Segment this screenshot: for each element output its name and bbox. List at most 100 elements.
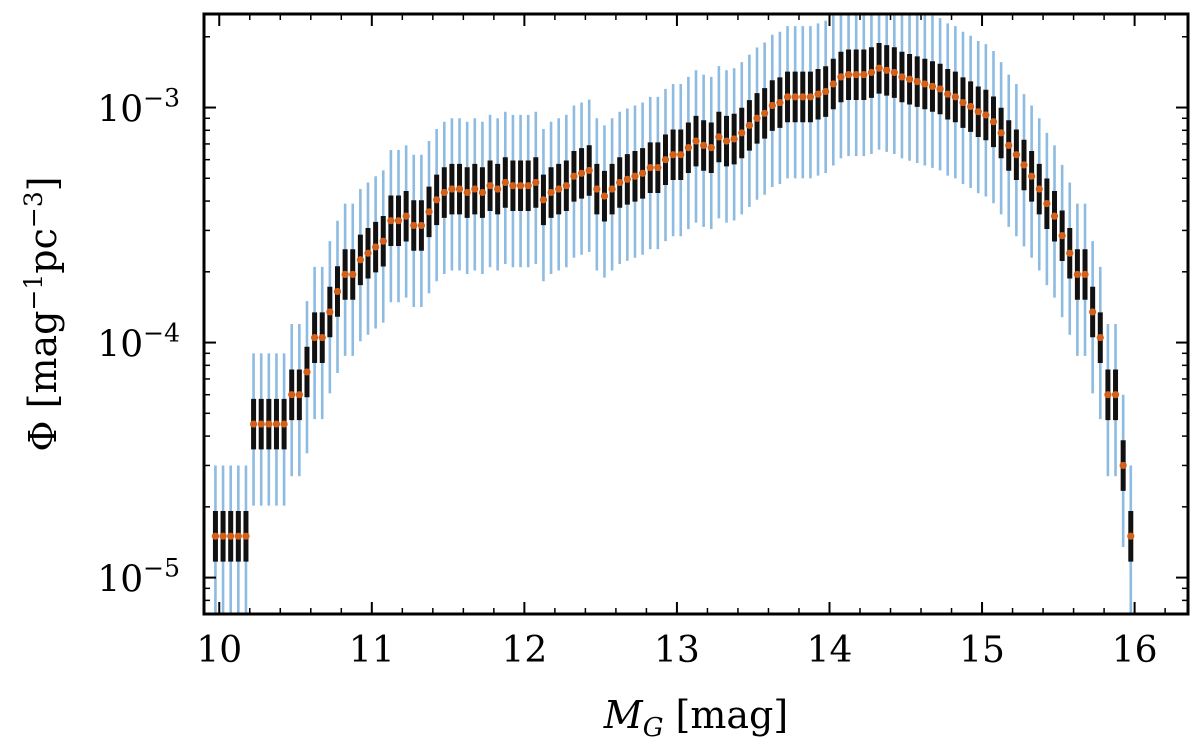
data-point bbox=[257, 420, 265, 428]
data-point bbox=[822, 87, 830, 96]
data-point bbox=[1127, 532, 1135, 540]
data-point bbox=[349, 270, 357, 278]
data-point bbox=[372, 243, 380, 251]
data-point bbox=[265, 420, 273, 428]
data-point bbox=[951, 93, 959, 101]
data-point bbox=[311, 333, 319, 342]
data-point bbox=[570, 172, 578, 180]
data-point bbox=[905, 75, 914, 83]
data-point bbox=[387, 217, 395, 225]
data-point bbox=[669, 151, 677, 159]
data-point bbox=[1111, 391, 1120, 399]
data-point bbox=[791, 93, 799, 101]
data-point bbox=[761, 109, 769, 117]
data-point bbox=[288, 391, 296, 399]
data-point bbox=[722, 137, 731, 145]
y-tick-label: 10−5 bbox=[97, 554, 180, 601]
data-point bbox=[448, 185, 456, 193]
data-point bbox=[280, 420, 288, 428]
data-point bbox=[509, 182, 517, 190]
data-point bbox=[516, 182, 525, 190]
data-point bbox=[646, 164, 654, 172]
data-point bbox=[1073, 270, 1081, 278]
x-tick-labels: 10 11 12 13 14 15 16 bbox=[196, 630, 1157, 671]
data-point bbox=[318, 333, 326, 342]
data-point bbox=[837, 73, 845, 81]
data-point bbox=[844, 71, 853, 79]
data-point bbox=[974, 108, 982, 116]
data-point bbox=[356, 256, 364, 264]
x-tick-label: 16 bbox=[1112, 630, 1158, 671]
data-point bbox=[677, 151, 685, 159]
data-point bbox=[1089, 308, 1097, 316]
data-point bbox=[1058, 232, 1066, 240]
y-tick-label: 10−4 bbox=[97, 319, 180, 366]
data-point bbox=[860, 71, 868, 79]
data-point bbox=[463, 188, 471, 197]
data-point bbox=[478, 188, 487, 197]
data-point bbox=[249, 420, 258, 428]
data-point bbox=[692, 137, 700, 145]
x-axis-label: MG [mag] bbox=[603, 693, 788, 743]
y-tick-labels: 10−5 10−4 10−3 bbox=[97, 84, 180, 601]
data-point bbox=[1043, 200, 1051, 208]
data-point bbox=[1081, 270, 1089, 278]
data-point bbox=[532, 178, 540, 187]
data-point bbox=[867, 68, 876, 77]
data-point bbox=[608, 185, 616, 193]
data-point bbox=[272, 420, 281, 428]
data-point bbox=[577, 169, 586, 177]
data-point bbox=[997, 129, 1005, 137]
data-point bbox=[555, 185, 563, 193]
data-point bbox=[364, 249, 372, 257]
x-tick-label: 11 bbox=[349, 630, 395, 671]
data-point bbox=[783, 93, 792, 101]
data-point bbox=[875, 64, 883, 72]
data-point bbox=[211, 532, 220, 540]
data-point bbox=[928, 82, 937, 90]
data-point bbox=[654, 164, 662, 172]
data-point bbox=[379, 237, 387, 245]
data-point bbox=[913, 77, 921, 86]
data-point bbox=[700, 141, 708, 150]
data-point bbox=[1050, 212, 1059, 220]
data-point bbox=[333, 287, 342, 296]
x-tick-label: 15 bbox=[959, 630, 1005, 671]
data-point bbox=[562, 182, 570, 190]
data-point bbox=[1005, 141, 1013, 150]
data-point bbox=[341, 270, 349, 278]
data-point bbox=[631, 172, 639, 180]
data-point bbox=[303, 368, 311, 376]
axis-ticks bbox=[204, 14, 1188, 615]
data-point bbox=[753, 114, 761, 122]
data-point bbox=[433, 196, 441, 204]
data-point bbox=[600, 192, 609, 200]
data-point bbox=[425, 208, 433, 216]
y-tick-label: 10−3 bbox=[97, 84, 180, 131]
data-point bbox=[402, 212, 410, 220]
data-point bbox=[814, 90, 822, 98]
data-point bbox=[417, 221, 425, 230]
plot-frame bbox=[202, 12, 1190, 616]
data-point bbox=[295, 391, 303, 399]
data-point bbox=[883, 66, 891, 74]
data-point bbox=[768, 101, 776, 110]
data-point bbox=[745, 121, 753, 129]
data-point bbox=[593, 185, 601, 193]
data-point bbox=[661, 156, 670, 164]
data-point bbox=[1012, 151, 1020, 159]
x-tick-label: 10 bbox=[196, 630, 242, 671]
data-point bbox=[684, 144, 692, 152]
data-point bbox=[936, 85, 944, 93]
data-point bbox=[967, 102, 975, 111]
data-point bbox=[829, 80, 837, 88]
data-point bbox=[730, 135, 738, 143]
data-point bbox=[715, 133, 723, 141]
data-point bbox=[494, 185, 502, 193]
data-point bbox=[219, 532, 227, 540]
data-point bbox=[1035, 185, 1043, 193]
data-point bbox=[944, 90, 952, 98]
data-point bbox=[440, 188, 448, 197]
data-point bbox=[455, 185, 464, 193]
